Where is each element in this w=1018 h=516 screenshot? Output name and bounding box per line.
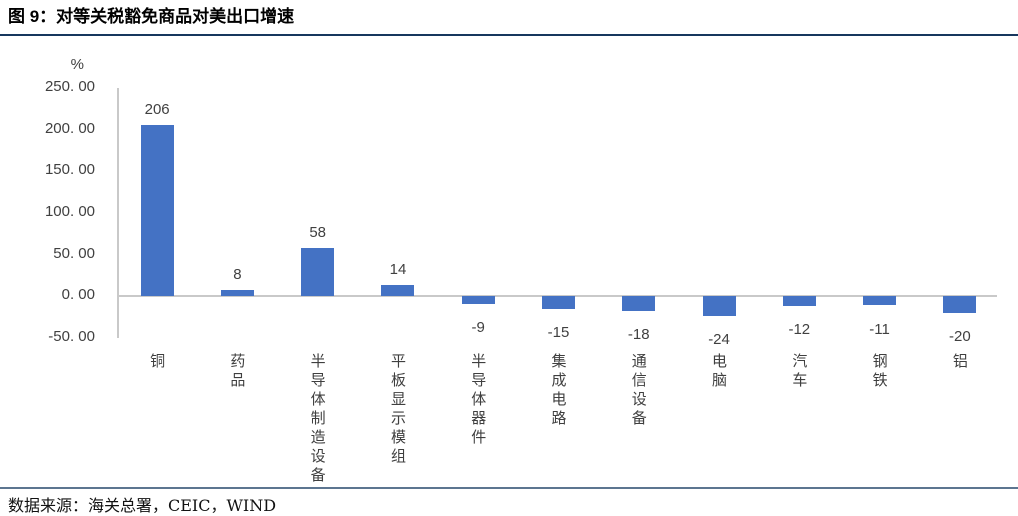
bar-value-label: -24 [708,331,730,349]
category-label: 铝 [950,353,969,372]
y-axis-tick-label: -50. 00 [48,328,95,345]
y-axis-tick-label: 200. 00 [44,119,95,137]
bar-value-label: -11 [869,320,890,338]
category-label: 汽车 [790,353,809,391]
bar-value-label: -12 [788,321,811,339]
bar [863,296,897,306]
bar [702,296,736,317]
bar-value-label: 14 [389,260,407,278]
category-label: 药品 [228,353,247,391]
data-source-note: 数据来源：海关总署，CEIC，WIND [0,487,1018,516]
category-label: 钢铁 [870,353,889,391]
y-axis-tick-label: 150. 00 [44,161,95,179]
y-axis-unit-label: % [70,56,84,73]
figure-title: 图 9：对等关税豁免商品对美出口增速 [0,0,1018,36]
category-label: 半导体器件 [469,353,488,448]
bar-value-label: 206 [144,100,170,118]
category-label: 铜 [148,353,167,372]
bar [943,296,977,313]
bar-value-label: 58 [309,224,327,241]
category-label: 集成电路 [549,353,568,429]
category-label: 半导体制造设备 [308,353,327,486]
bar [461,296,495,304]
y-axis-line [117,88,119,338]
y-axis-tick-label: 250. 00 [44,78,95,95]
category-label: 通信设备 [629,353,648,429]
bar [140,124,174,297]
bar [542,296,575,309]
bar-value-label: 8 [233,265,242,283]
y-axis-tick-label: 50. 00 [53,244,95,262]
bar [301,248,335,297]
bar-value-label: -9 [471,318,485,336]
bar [782,296,816,307]
y-axis-tick-label: 0. 00 [61,286,95,304]
category-label: 电脑 [710,353,729,391]
bar [220,289,254,297]
bar-value-label: -18 [627,326,650,344]
y-axis-tick-label: 100. 00 [44,203,95,220]
bar-value-label: -20 [949,328,971,345]
bar [381,284,415,297]
bar [622,296,656,312]
bar-value-label: -15 [547,323,570,341]
category-label: 平板显示模组 [388,353,407,467]
